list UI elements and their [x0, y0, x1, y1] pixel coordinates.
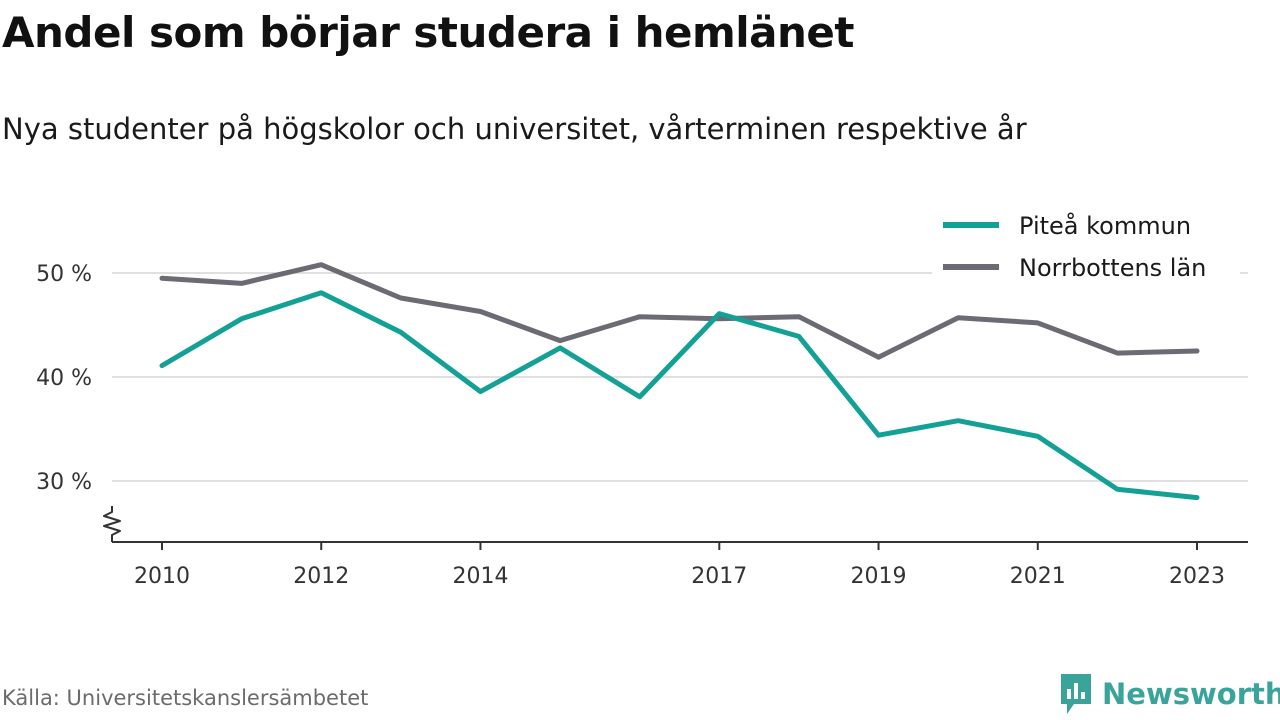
x-tick-label: 2010 — [134, 564, 190, 589]
legend-background — [932, 205, 1240, 289]
series-line-0 — [159, 290, 1200, 501]
y-tick-label: 50 % — [36, 262, 92, 287]
newsworthy-logo-icon — [1061, 674, 1091, 714]
legend-label: Norrbottens län — [1019, 254, 1206, 282]
x-tick-label: 2023 — [1169, 564, 1225, 589]
axis-break-icon — [103, 506, 121, 542]
y-tick-label: 30 % — [36, 470, 92, 495]
chart-title: Andel som börjar studera i hemlänet — [2, 8, 855, 57]
brand-logo: Newsworthy — [1058, 672, 1280, 716]
brand-name: Newsworthy — [1102, 677, 1280, 711]
x-tick-label: 2017 — [691, 564, 747, 589]
legend-label: Piteå kommun — [1019, 211, 1191, 240]
source-note: Källa: Universitetskanslersämbetet — [2, 686, 369, 710]
chart-subtitle: Nya studenter på högskolor och universit… — [2, 112, 1027, 146]
y-tick-label: 40 % — [36, 366, 92, 391]
x-tick-label: 2012 — [293, 564, 349, 589]
x-tick-label: 2019 — [851, 564, 907, 589]
x-tick-label: 2014 — [452, 564, 508, 589]
x-tick-label: 2021 — [1010, 564, 1066, 589]
series-line-1 — [159, 262, 1200, 360]
